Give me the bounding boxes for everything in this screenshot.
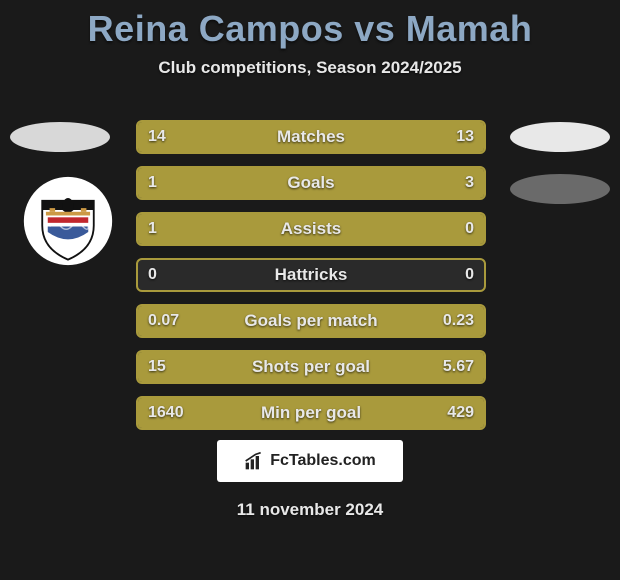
right-team-placeholder-icon — [510, 122, 610, 152]
stat-bar-left — [138, 398, 412, 428]
watermark-text: FcTables.com — [270, 452, 376, 470]
stats-list: 1413Matches 13Goals 10Assists 0 0Hattricks 0.… — [136, 120, 486, 442]
left-team-placeholder-icon — [10, 122, 110, 152]
stat-bar-left — [138, 306, 219, 336]
subtitle: Club competitions, Season 2024/2025 — [0, 58, 620, 78]
stat-bar-right — [389, 352, 484, 382]
stat-row: 155.67Shots per goal — [136, 350, 486, 384]
stat-row: 1413Matches — [136, 120, 486, 154]
watermark: FcTables.com — [217, 440, 403, 482]
stat-row: 1640429Min per goal — [136, 396, 486, 430]
stat-bar-left — [138, 122, 318, 152]
stat-bar-right — [219, 306, 484, 336]
stat-row: 13Goals — [136, 166, 486, 200]
stat-bar-right — [412, 398, 484, 428]
stat-label: Hattricks — [138, 265, 484, 285]
stat-row: 0 0Hattricks — [136, 258, 486, 292]
stat-bar-left — [138, 168, 225, 198]
stat-bar-left — [138, 214, 484, 244]
page-title: Reina Campos vs Mamah — [0, 0, 620, 50]
stat-row: 10Assists — [136, 212, 486, 246]
stat-bar-right — [318, 122, 484, 152]
date-label: 11 november 2024 — [0, 500, 620, 520]
team-crest-icon — [22, 175, 114, 267]
stat-value-right: 0 — [465, 266, 474, 284]
stat-row: 0.070.23Goals per match — [136, 304, 486, 338]
stat-bar-left — [138, 352, 389, 382]
stat-bar-right — [225, 168, 485, 198]
chart-icon — [244, 451, 264, 471]
stat-value-left: 0 — [148, 266, 157, 284]
right-team-placeholder-icon — [510, 174, 610, 204]
